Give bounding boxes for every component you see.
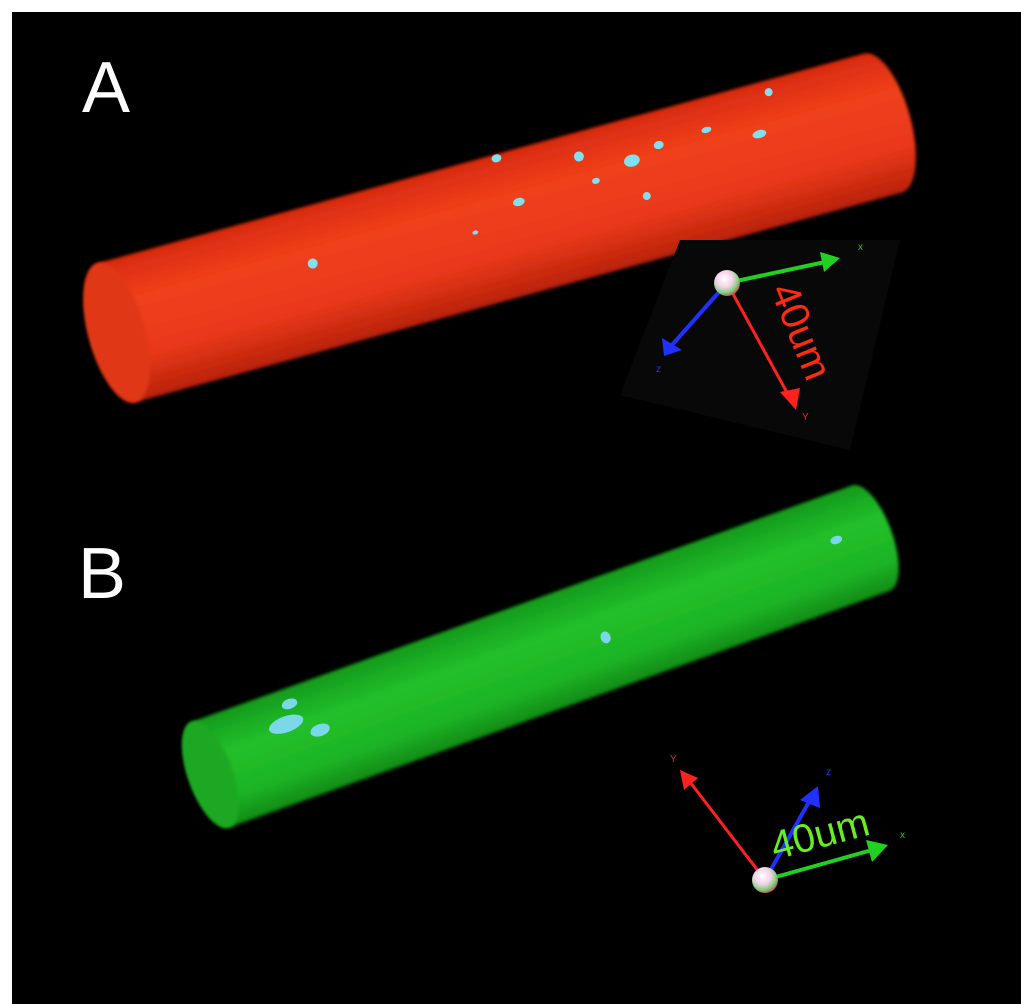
axis-label-z: z [656,364,661,375]
axis-label-y: Y [670,754,677,765]
axis-label-x: x [900,830,905,841]
axis-label-x: x [858,242,863,253]
axis-label-y: Y [802,412,809,423]
axis-label-z: z [826,767,831,778]
panel-label: B [78,534,126,614]
panel-label: A [82,48,130,128]
figure: x Y z 40um Y z x 40um A B [0,0,1021,1004]
